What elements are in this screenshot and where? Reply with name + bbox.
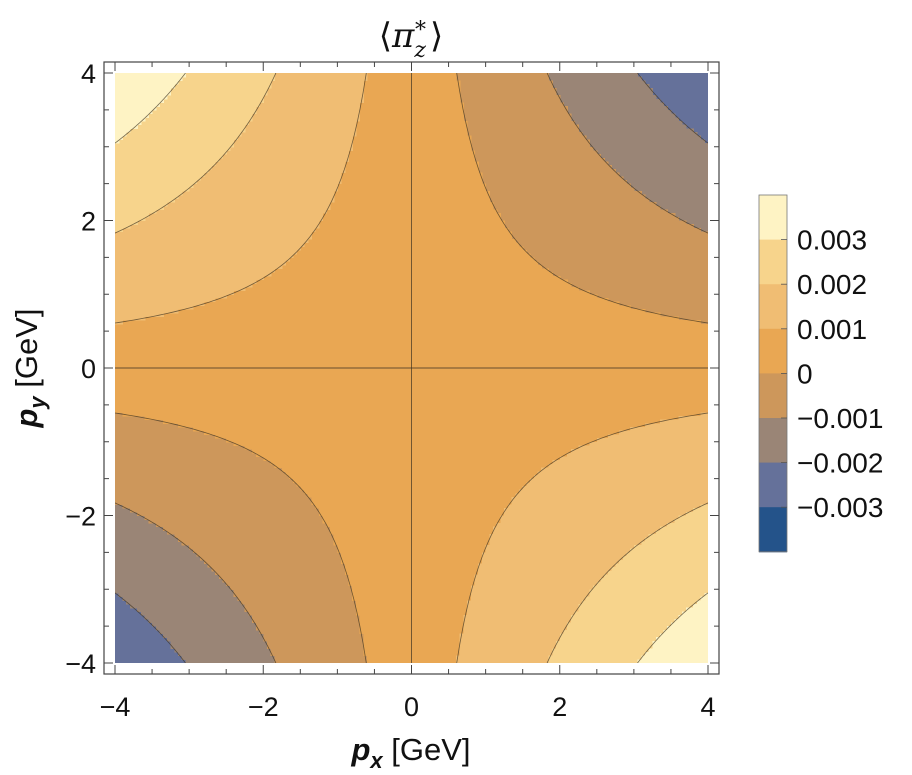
legend-label: 0.001 (797, 314, 867, 345)
legend-swatch-7 (759, 507, 787, 553)
contour-band-5 (115, 73, 708, 663)
contour-line-6-1 (115, 73, 186, 144)
legend-label: −0.002 (797, 448, 883, 479)
x-tick-label: 2 (552, 692, 567, 722)
legend-swatch-4 (759, 373, 787, 419)
legend-swatch-6 (759, 462, 787, 508)
legend: 0.003 0.002 0.001 0 −0.001 −0.002 −0.003 (758, 194, 883, 553)
legend-swatch-5 (759, 418, 787, 464)
x-tick-label: 4 (700, 692, 715, 722)
contour-line-1-1 (115, 592, 186, 663)
x-tick-label: −2 (248, 692, 279, 722)
legend-swatch-1 (759, 239, 787, 285)
contour-line-4-0 (456, 412, 708, 663)
contour-line-4-1 (115, 73, 367, 324)
contour-line-5-0 (546, 502, 708, 663)
legend-label: 0.003 (797, 225, 867, 256)
contour-line-5-1 (115, 73, 277, 234)
y-tick-label: −4 (65, 649, 96, 679)
y-tick-label: 4 (81, 59, 96, 89)
chart-title: ⟨πz* ⟩ (379, 16, 443, 63)
x-tick-label: −4 (100, 692, 131, 722)
y-tick-label: 0 (81, 354, 96, 384)
contour-line-3-0 (456, 73, 708, 324)
contour-band-2 (115, 73, 708, 663)
contour-band-6 (115, 73, 708, 663)
contour-line-2-0 (546, 73, 708, 234)
y-tick-label: −2 (65, 502, 96, 532)
legend-swatch-3 (759, 328, 787, 374)
contour-line-2-1 (115, 502, 277, 663)
y-tick-label: 2 (81, 207, 96, 237)
contour-line-6-0 (637, 592, 708, 663)
legend-label: 0.002 (797, 269, 867, 300)
plot-area (115, 73, 708, 663)
x-tick-label: 0 (404, 692, 419, 722)
y-axis-title: py [GeV] (9, 308, 50, 428)
legend-swatch-0 (759, 195, 787, 241)
legend-label: −0.001 (797, 403, 883, 434)
contour-line-1-0 (637, 73, 708, 144)
legend-label: 0 (797, 358, 813, 389)
legend-swatch-2 (759, 284, 787, 330)
legend-label: −0.003 (797, 492, 883, 523)
x-axis-title: px [GeV] (350, 732, 470, 773)
contour-band-3 (115, 73, 708, 663)
contour-line-3-1 (115, 412, 367, 663)
